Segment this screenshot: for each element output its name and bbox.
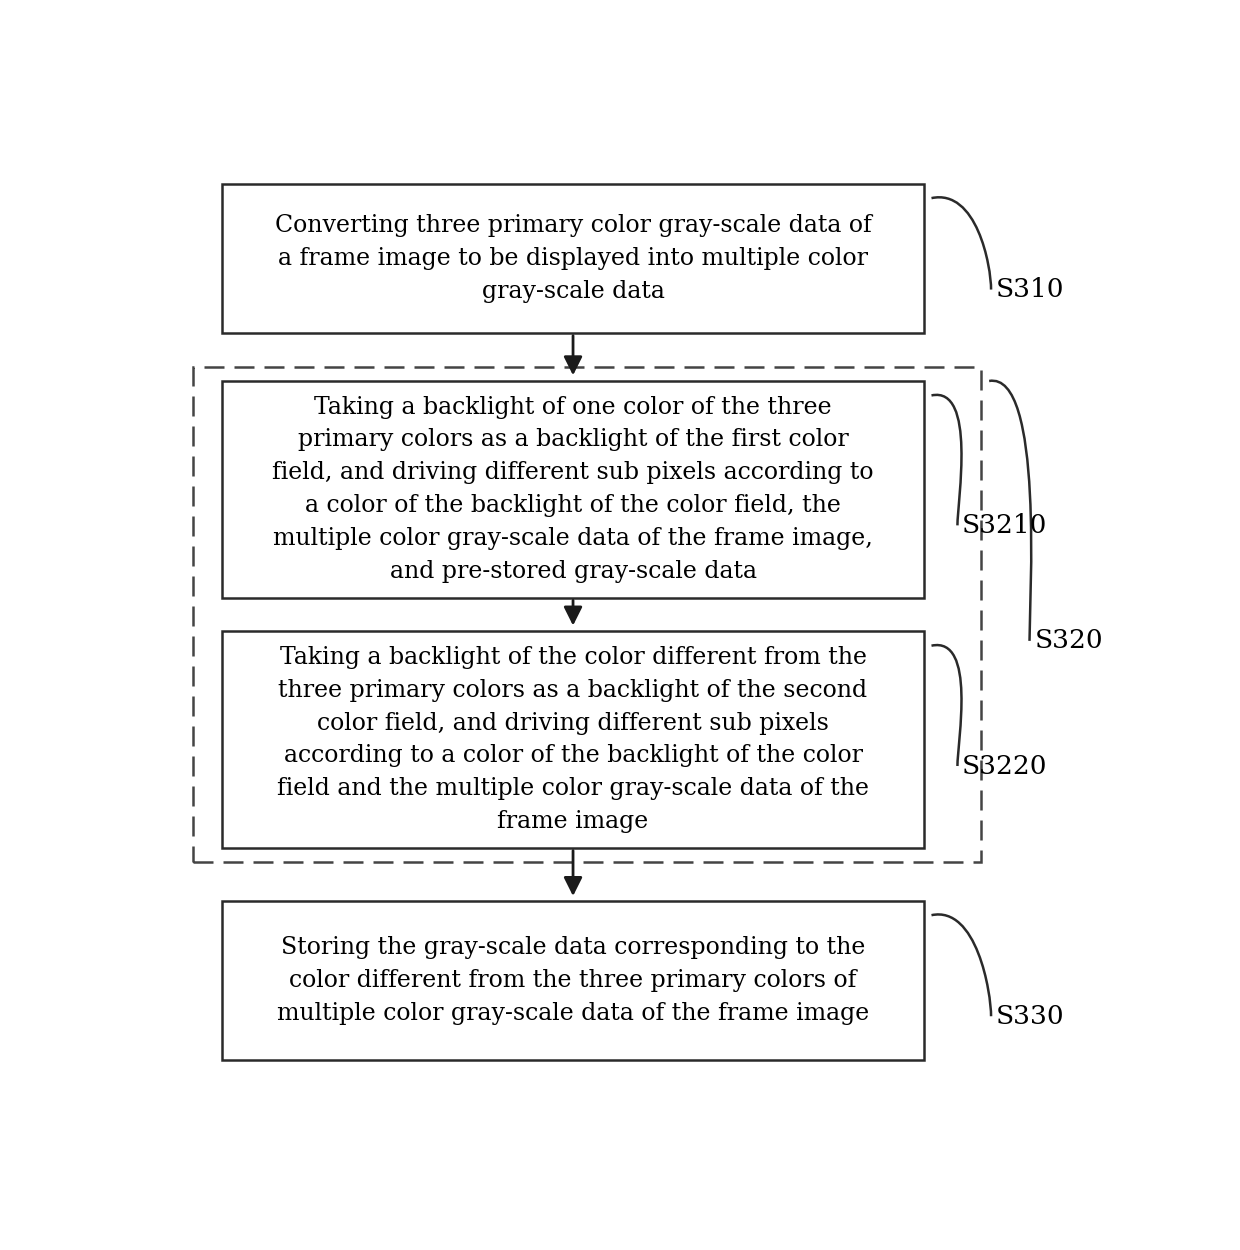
Bar — [222, 901, 924, 1060]
Bar — [222, 631, 924, 848]
Text: S330: S330 — [996, 1004, 1064, 1029]
Text: S320: S320 — [1034, 629, 1102, 654]
Text: S3210: S3210 — [962, 512, 1048, 538]
Text: S3220: S3220 — [962, 754, 1048, 779]
Bar — [222, 184, 924, 332]
Bar — [193, 366, 982, 862]
Bar — [222, 381, 924, 598]
Text: Storing the gray-scale data corresponding to the
color different from the three : Storing the gray-scale data correspondin… — [277, 936, 869, 1025]
Text: Taking a backlight of the color different from the
three primary colors as a bac: Taking a backlight of the color differen… — [277, 646, 869, 834]
Text: Taking a backlight of one color of the three
primary colors as a backlight of th: Taking a backlight of one color of the t… — [273, 395, 874, 582]
Text: Converting three primary color gray-scale data of
a frame image to be displayed : Converting three primary color gray-scal… — [275, 214, 872, 302]
Text: S310: S310 — [996, 278, 1064, 302]
